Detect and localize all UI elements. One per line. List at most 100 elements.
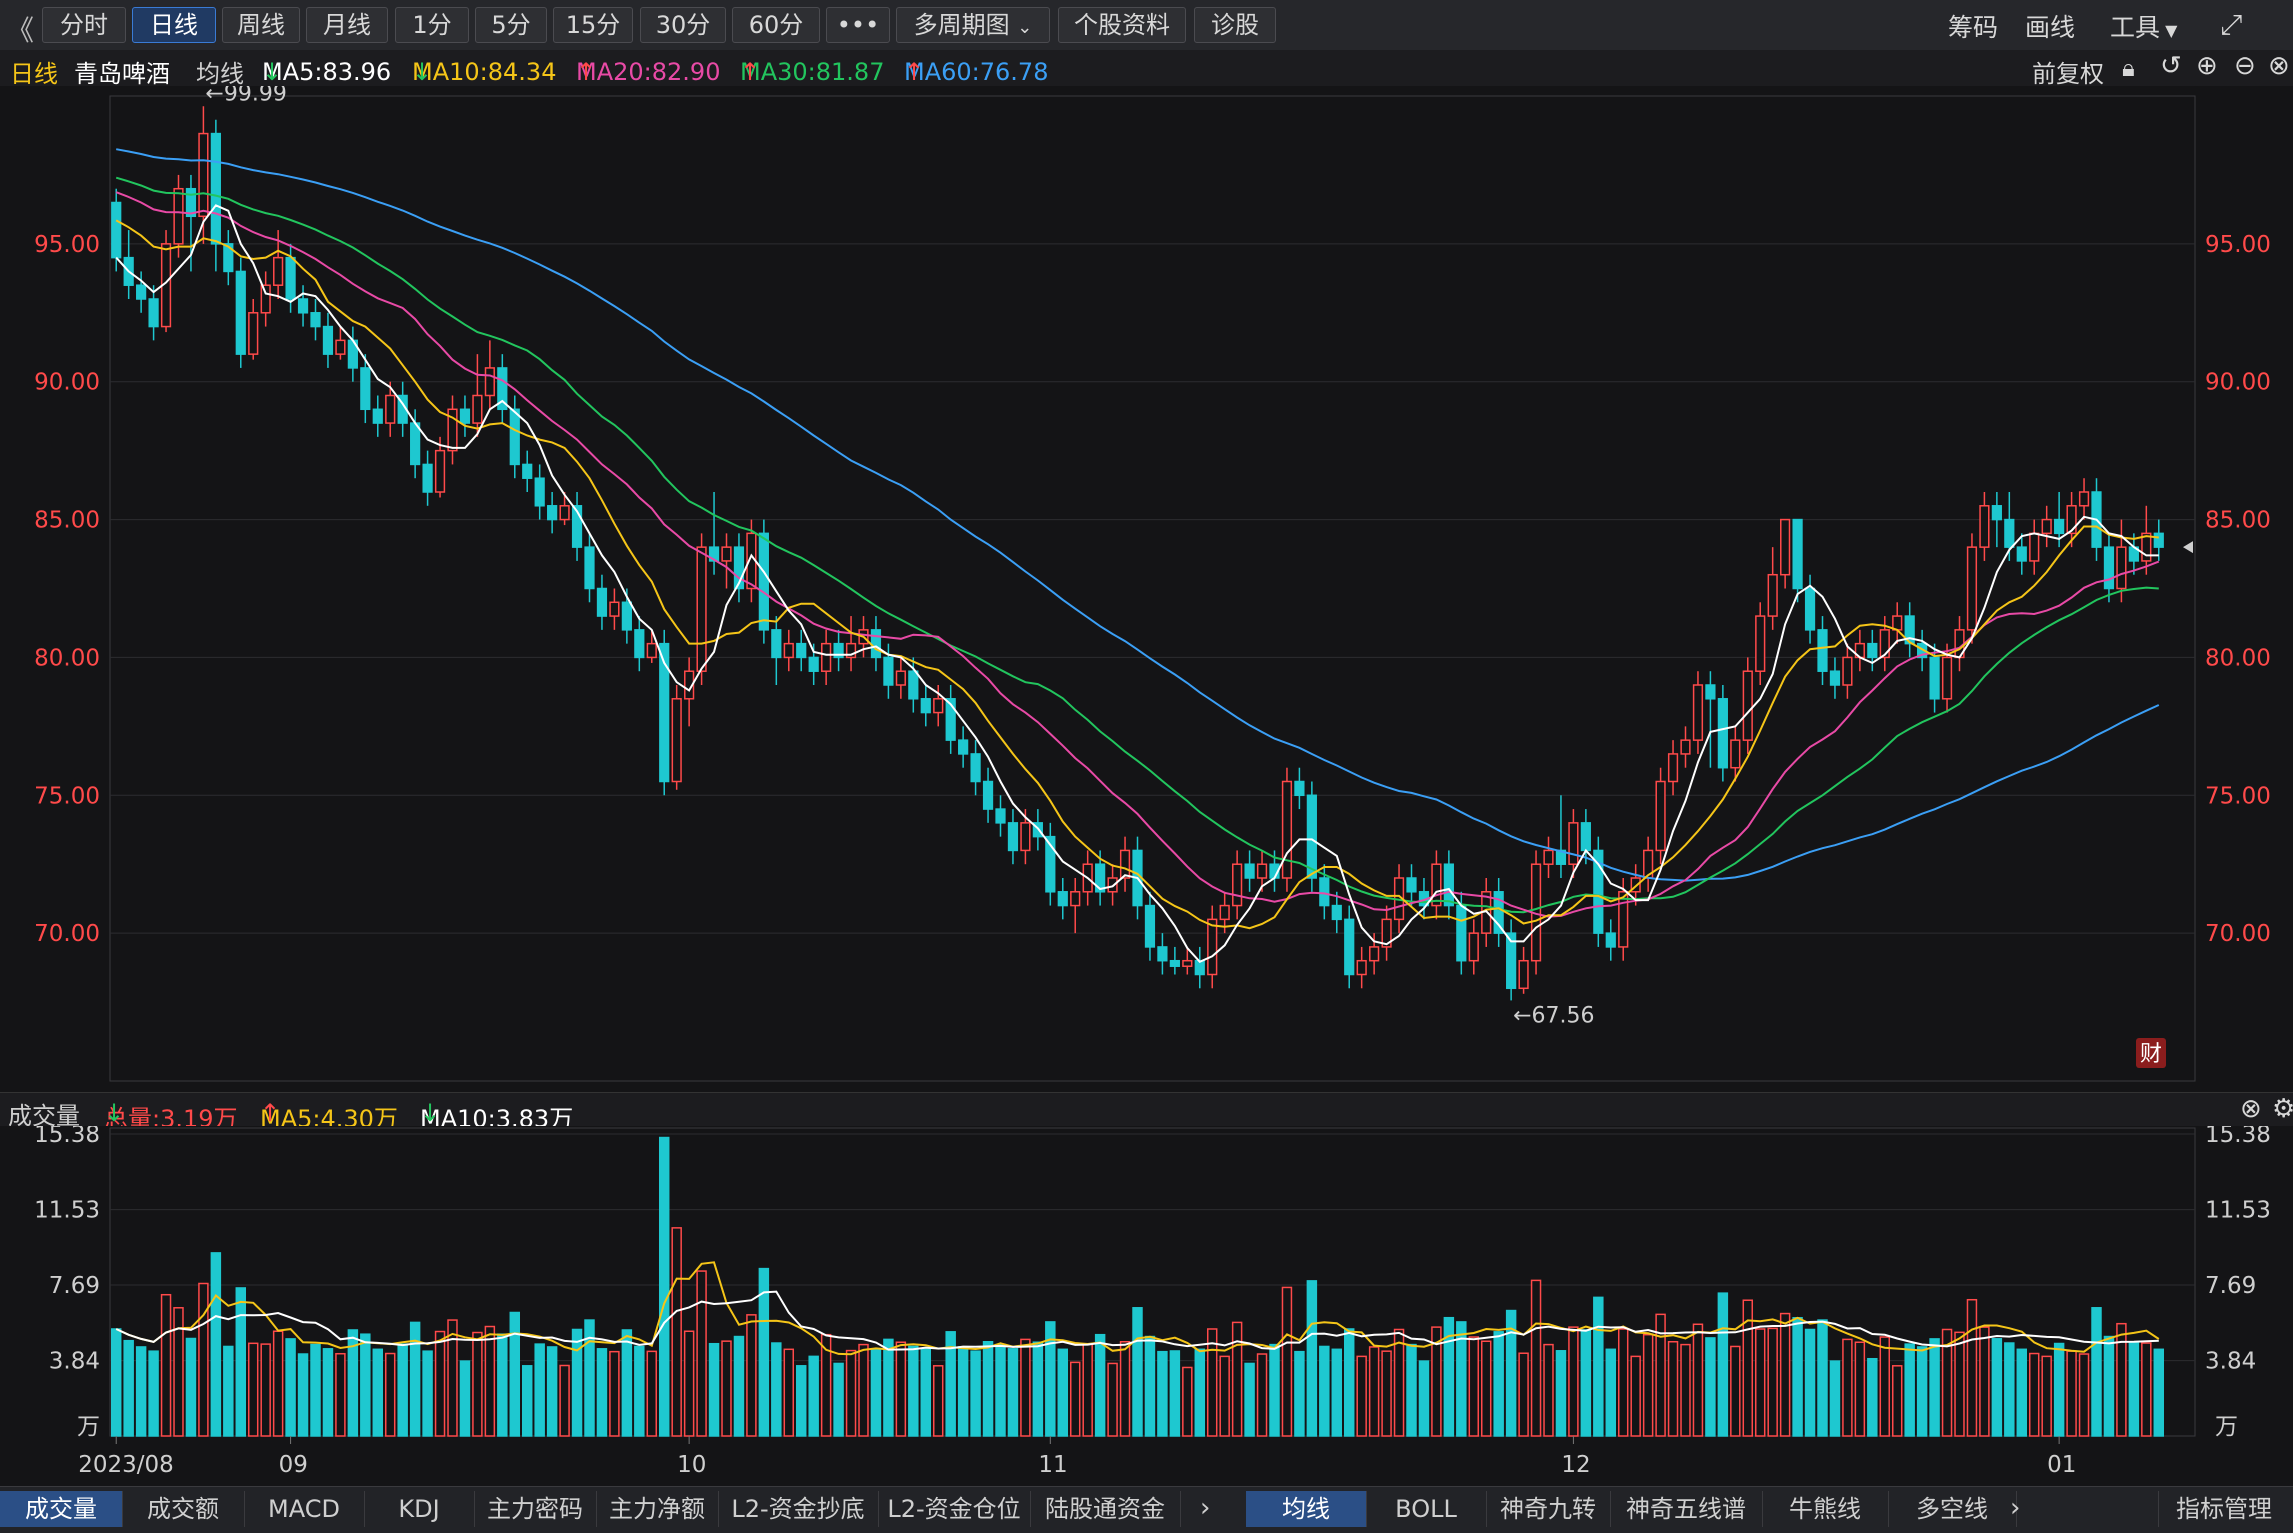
period-button-4[interactable]: 1分	[395, 7, 469, 43]
volume-bar[interactable]	[1792, 1317, 1803, 1437]
candle[interactable]	[335, 326, 346, 360]
volume-bar[interactable]	[285, 1338, 296, 1437]
candle[interactable]	[1605, 919, 1616, 961]
stock-name[interactable]: 青岛啤酒	[74, 60, 170, 88]
candle[interactable]	[148, 285, 159, 341]
indicator-tab-7[interactable]: L2-资金仓位	[878, 1491, 1031, 1527]
candle[interactable]	[297, 285, 309, 327]
volume-bar[interactable]	[1929, 1338, 1940, 1437]
candle[interactable]	[933, 685, 944, 727]
volume-bar[interactable]	[484, 1325, 496, 1437]
volume-bar[interactable]	[1543, 1343, 1554, 1437]
volume-bar[interactable]	[534, 1343, 545, 1437]
volume-bar[interactable]	[160, 1293, 172, 1437]
chips-button[interactable]: 筹码	[1948, 13, 1999, 42]
volume-bar[interactable]	[2066, 1350, 2077, 1437]
overlay-tab-4[interactable]: 牛熊线	[1762, 1491, 1889, 1527]
candle[interactable]	[833, 629, 844, 672]
volume-bar[interactable]	[1767, 1327, 1778, 1437]
volume-bar[interactable]	[609, 1350, 620, 1437]
candle[interactable]	[472, 354, 483, 437]
volume-bar[interactable]	[1269, 1343, 1280, 1437]
tools-button[interactable]: 工具 ▼	[2110, 8, 2177, 44]
candle[interactable]	[1468, 919, 1479, 975]
candle[interactable]	[758, 519, 769, 644]
volume-bar[interactable]	[559, 1364, 570, 1437]
volume-bar[interactable]	[1157, 1350, 1168, 1437]
volume-bar[interactable]	[1680, 1343, 1691, 1437]
volume-bar[interactable]	[771, 1342, 782, 1437]
lock-icon[interactable]: 🔒︎	[2122, 54, 2135, 82]
volume-bar[interactable]	[733, 1335, 745, 1437]
volume-bar[interactable]	[235, 1287, 247, 1437]
candle[interactable]	[372, 395, 383, 437]
volume-bar[interactable]	[1991, 1338, 2003, 1437]
candle[interactable]	[659, 629, 670, 796]
candle[interactable]	[1232, 850, 1243, 920]
volume-bar[interactable]	[2103, 1335, 2115, 1437]
candle[interactable]	[1543, 836, 1554, 878]
volume-bar[interactable]	[1593, 1296, 1604, 1437]
volume-bar[interactable]	[1779, 1312, 1791, 1437]
volume-bar[interactable]	[621, 1329, 633, 1437]
volume-bar[interactable]	[1817, 1319, 1828, 1437]
volume-bar[interactable]	[521, 1365, 533, 1437]
volume-bar[interactable]	[2141, 1342, 2152, 1437]
stock-info-button[interactable]: 个股资料	[1058, 7, 1186, 43]
volume-bar[interactable]	[409, 1321, 421, 1437]
more-periods-button[interactable]: •••	[826, 7, 890, 43]
period-button-1[interactable]: 日线	[132, 7, 216, 43]
volume-bar[interactable]	[1979, 1326, 1990, 1437]
volume-bar[interactable]	[123, 1339, 134, 1437]
candle[interactable]	[671, 685, 682, 790]
volume-bar[interactable]	[845, 1349, 857, 1437]
candle[interactable]	[1057, 878, 1068, 920]
volume-bar[interactable]	[1020, 1338, 1031, 1437]
candle[interactable]	[646, 629, 657, 663]
volume-chart[interactable]: 15.38 15.38 11.53 11.53 7.69 7.69 3.84 3.84 万 万 20…	[0, 1122, 2293, 1486]
candle[interactable]	[547, 492, 558, 534]
period-button-2[interactable]: 周线	[222, 7, 300, 43]
volume-bar[interactable]	[758, 1267, 770, 1437]
overlay-tab-5[interactable]: 多空线	[1888, 1491, 2017, 1527]
candle[interactable]	[684, 657, 695, 727]
candle[interactable]	[845, 616, 857, 672]
volume-bar[interactable]	[1343, 1328, 1355, 1437]
volume-bar[interactable]	[173, 1307, 184, 1437]
volume-bar[interactable]	[1406, 1343, 1417, 1437]
collapse-left-icon[interactable]: 《	[6, 14, 35, 47]
volume-bar[interactable]	[1605, 1348, 1617, 1437]
volume-bar[interactable]	[210, 1252, 222, 1437]
candle[interactable]	[982, 767, 994, 823]
volume-bar[interactable]	[1480, 1340, 1492, 1437]
candle[interactable]	[2066, 492, 2077, 548]
volume-bar[interactable]	[1717, 1292, 1729, 1437]
candle[interactable]	[796, 629, 807, 672]
indicator-tab-1[interactable]: 成交额	[122, 1491, 245, 1527]
volume-bar[interactable]	[1356, 1355, 1367, 1437]
candle[interactable]	[459, 395, 471, 437]
volume-bar[interactable]	[1879, 1336, 1891, 1437]
price-chart[interactable]: 95.00 95.00 90.00 90.00 85.00 85.00 80.00 80.00…	[0, 81, 2293, 1092]
candle[interactable]	[634, 616, 645, 672]
candle[interactable]	[1717, 685, 1728, 782]
candle[interactable]	[2103, 533, 2115, 603]
volume-bar[interactable]	[932, 1365, 944, 1437]
volume-bar[interactable]	[459, 1360, 471, 1437]
volume-bar[interactable]	[2091, 1307, 2102, 1437]
volume-bar[interactable]	[1867, 1357, 1878, 1437]
candle[interactable]	[447, 395, 458, 465]
candle[interactable]	[1979, 492, 1990, 561]
volume-bar[interactable]	[945, 1331, 956, 1437]
volume-bar[interactable]	[1655, 1313, 1666, 1437]
volume-bar[interactable]	[1555, 1350, 1567, 1437]
volume-bar[interactable]	[2004, 1342, 2015, 1437]
volume-bar[interactable]	[683, 1330, 695, 1437]
candle[interactable]	[1381, 905, 1392, 961]
volume-bar[interactable]	[110, 1328, 122, 1437]
volume-bar[interactable]	[447, 1319, 458, 1437]
candle[interactable]	[1157, 933, 1168, 975]
candle[interactable]	[1244, 850, 1255, 892]
volume-bar[interactable]	[1505, 1309, 1517, 1437]
volume-bar[interactable]	[509, 1311, 521, 1437]
